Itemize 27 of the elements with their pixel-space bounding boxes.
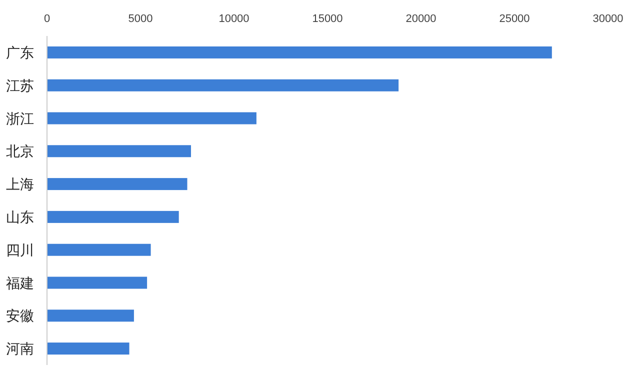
y-tick-label: 山东 [6, 208, 34, 225]
x-tick-label: 25000 [499, 13, 530, 25]
x-tick-label: 30000 [592, 13, 624, 25]
bar [47, 112, 256, 124]
y-tick-label: 浙江 [6, 110, 34, 126]
bar [47, 145, 191, 158]
y-tick-label: 广东 [6, 44, 34, 60]
bar [47, 46, 552, 58]
y-tick-label: 上海 [6, 176, 34, 192]
bar [47, 210, 179, 223]
x-tick-label: 5000 [128, 13, 153, 25]
bar [47, 79, 399, 92]
x-tick-label: 15000 [312, 13, 343, 25]
bar [47, 178, 188, 190]
y-tick-label: 四川 [6, 242, 34, 258]
y-tick-label: 河南 [6, 340, 34, 357]
bar [47, 310, 134, 322]
y-tick-label: 江苏 [6, 77, 34, 94]
x-tick-label: 0 [44, 13, 50, 25]
bar [47, 276, 148, 289]
y-tick-label: 北京 [6, 143, 34, 160]
x-tick-label: 10000 [218, 13, 250, 25]
bar [47, 342, 130, 355]
bar [47, 244, 151, 256]
y-tick-label: 安徽 [6, 308, 34, 324]
x-tick-label: 20000 [406, 13, 436, 25]
y-tick-label: 福建 [6, 274, 34, 291]
